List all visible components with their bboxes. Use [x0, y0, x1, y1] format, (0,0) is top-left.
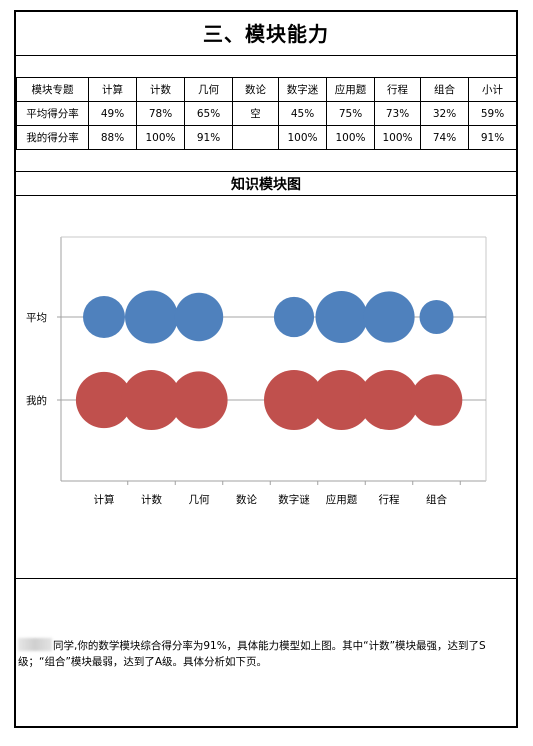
divider: [16, 195, 516, 196]
bubble-average: [419, 300, 454, 334]
table-cell: 73%: [374, 101, 421, 126]
table-header-row: 模块专题 计算 计数 几何 数论 数字迷 应用题 行程 组合 小计: [16, 77, 517, 102]
bubble-mine: [359, 370, 419, 430]
header-cell: 数字迷: [278, 77, 327, 102]
table-cell: 88%: [88, 125, 137, 150]
x-tick-label: 计算: [94, 493, 115, 506]
table-cell: 91%: [184, 125, 233, 150]
table-cell: 59%: [468, 101, 517, 126]
x-tick-label: 组合: [426, 493, 447, 506]
header-cell: 计算: [88, 77, 137, 102]
table-row: 平均得分率 49% 78% 65% 空 45% 75% 73% 32% 59%: [16, 101, 517, 126]
header-cell: 几何: [184, 77, 233, 102]
x-tick-label: 数论: [236, 493, 257, 506]
summary-paragraph: 同学,你的数学模块综合得分率为91%，具体能力模型如上图。其中“计数”模块最强，…: [18, 638, 514, 670]
row-label: 我的得分率: [16, 125, 89, 150]
table-cell: 75%: [326, 101, 375, 126]
page-frame: [14, 10, 518, 728]
header-cell: 小计: [468, 77, 517, 102]
bubble-mine: [311, 370, 372, 430]
table-cell: 74%: [420, 125, 469, 150]
x-tick-label: 行程: [379, 493, 400, 506]
page-title: 三、模块能力: [14, 10, 518, 56]
student-name-redacted: [18, 638, 52, 651]
x-tick-label: 数字谜: [278, 493, 310, 506]
x-tick-label: 几何: [189, 493, 210, 506]
header-cell: 组合: [420, 77, 469, 102]
bubble-mine: [75, 371, 133, 429]
table-cell: 65%: [184, 101, 233, 126]
y-tick-label: 我的: [26, 394, 47, 407]
header-cell: 计数: [136, 77, 185, 102]
table-cell: 91%: [468, 125, 517, 150]
table-row: 我的得分率 88% 100% 91% 100% 100% 100% 74% 91…: [16, 125, 517, 150]
bubble-average: [273, 296, 315, 338]
divider: [16, 171, 516, 172]
x-tick-label: 应用题: [326, 493, 358, 506]
bubble-average: [315, 291, 368, 343]
table-cell: 100%: [374, 125, 421, 150]
bubble-average: [363, 291, 415, 343]
header-cell: 模块专题: [16, 77, 89, 102]
bubble-average: [125, 290, 178, 344]
row-label: 平均得分率: [16, 101, 89, 126]
bubble-mine: [170, 371, 228, 429]
table-cell: [232, 125, 279, 150]
table-cell: 32%: [420, 101, 469, 126]
x-tick-label: 计数: [141, 493, 162, 506]
header-cell: 应用题: [326, 77, 375, 102]
bubble-average: [174, 292, 224, 342]
divider: [16, 578, 516, 579]
table-cell: 49%: [88, 101, 137, 126]
bubble-mine: [264, 370, 324, 430]
bubble-mine: [121, 370, 182, 430]
header-cell: 数论: [232, 77, 279, 102]
summary-text: 同学,你的数学模块综合得分率为91%，具体能力模型如上图。其中“计数”模块最强，…: [18, 640, 486, 668]
table-cell: 空: [232, 101, 279, 126]
table-cell: 45%: [278, 101, 327, 126]
table-cell: 78%: [136, 101, 185, 126]
bubble-average: [83, 296, 125, 338]
table-cell: 100%: [278, 125, 327, 150]
score-table: 模块专题 计算 计数 几何 数论 数字迷 应用题 行程 组合 小计 平均得分率 …: [16, 77, 517, 150]
y-tick-label: 平均: [26, 312, 47, 324]
table-cell: 100%: [326, 125, 375, 150]
table-cell: 100%: [136, 125, 185, 150]
bubble-mine: [410, 374, 463, 426]
chart-title: 知识模块图: [231, 177, 301, 193]
header-cell: 行程: [374, 77, 421, 102]
